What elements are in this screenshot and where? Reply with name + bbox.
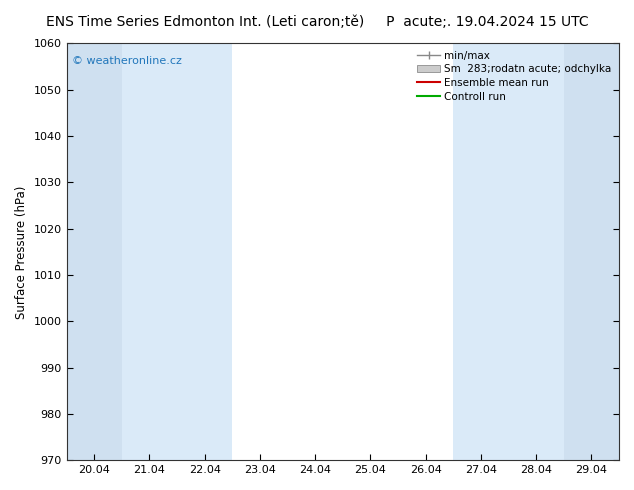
Bar (122, 44, 232, 460)
Bar (67, 44, 122, 460)
Text: ENS Time Series Edmonton Int. (Leti caron;tě)     P  acute;. 19.04.2024 15 UTC: ENS Time Series Edmonton Int. (Leti caro… (46, 15, 588, 29)
Y-axis label: Surface Pressure (hPa): Surface Pressure (hPa) (15, 185, 28, 318)
Text: © weatheronline.cz: © weatheronline.cz (72, 56, 182, 66)
Legend: min/max, Sm  283;rodatn acute; odchylka, Ensemble mean run, Controll run: min/max, Sm 283;rodatn acute; odchylka, … (415, 49, 614, 104)
Bar (453, 44, 564, 460)
Bar (564, 44, 619, 460)
